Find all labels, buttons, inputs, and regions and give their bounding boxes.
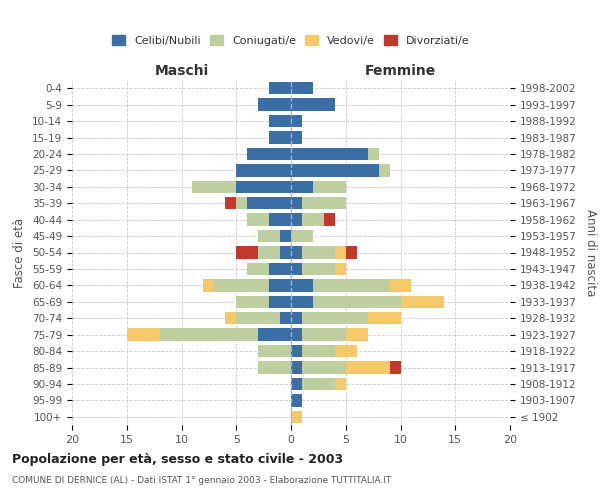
Bar (269, 115, 291, 127)
Bar (280, 312, 291, 324)
Bar (302, 312, 368, 324)
Bar (291, 345, 302, 357)
Bar (127, 328, 160, 341)
Bar (291, 98, 335, 111)
Legend: Celibi/Nubili, Coniugati/e, Vedovi/e, Divorziati/e: Celibi/Nubili, Coniugati/e, Vedovi/e, Di… (108, 30, 474, 50)
Bar (291, 180, 313, 193)
Bar (258, 328, 291, 341)
Bar (335, 345, 356, 357)
Bar (291, 246, 302, 258)
Bar (302, 345, 335, 357)
Bar (401, 296, 444, 308)
Bar (258, 98, 291, 111)
Bar (313, 279, 389, 291)
Bar (379, 164, 389, 176)
Bar (291, 362, 302, 374)
Bar (236, 246, 258, 258)
Bar (291, 214, 302, 226)
Bar (193, 180, 236, 193)
Bar (302, 328, 346, 341)
Bar (302, 263, 335, 275)
Bar (291, 296, 313, 308)
Bar (214, 279, 269, 291)
Bar (389, 279, 412, 291)
Bar (313, 296, 401, 308)
Bar (302, 378, 335, 390)
Bar (335, 263, 346, 275)
Bar (236, 312, 280, 324)
Bar (302, 214, 324, 226)
Bar (291, 82, 313, 94)
Text: Maschi: Maschi (154, 64, 209, 78)
Bar (160, 328, 258, 341)
Bar (291, 394, 302, 406)
Bar (226, 312, 236, 324)
Y-axis label: Fasce di età: Fasce di età (13, 218, 26, 288)
Bar (291, 263, 302, 275)
Bar (269, 82, 291, 94)
Bar (302, 197, 346, 209)
Bar (269, 279, 291, 291)
Bar (291, 197, 302, 209)
Bar (291, 312, 302, 324)
Bar (247, 148, 291, 160)
Text: COMUNE DI DERNICE (AL) - Dati ISTAT 1° gennaio 2003 - Elaborazione TUTTITALIA.IT: COMUNE DI DERNICE (AL) - Dati ISTAT 1° g… (12, 476, 391, 485)
Bar (258, 246, 280, 258)
Bar (258, 230, 280, 242)
Bar (280, 246, 291, 258)
Bar (346, 328, 368, 341)
Bar (258, 362, 291, 374)
Bar (236, 197, 247, 209)
Bar (291, 230, 313, 242)
Bar (269, 132, 291, 143)
Bar (269, 263, 291, 275)
Bar (269, 214, 291, 226)
Bar (389, 362, 401, 374)
Bar (236, 164, 291, 176)
Text: Femmine: Femmine (365, 64, 436, 78)
Bar (324, 214, 335, 226)
Bar (346, 362, 389, 374)
Bar (203, 279, 214, 291)
Bar (247, 263, 269, 275)
Y-axis label: Anni di nascita: Anni di nascita (584, 209, 598, 296)
Bar (247, 197, 291, 209)
Bar (258, 345, 291, 357)
Bar (291, 132, 302, 143)
Bar (335, 378, 346, 390)
Bar (346, 246, 356, 258)
Bar (291, 410, 302, 423)
Bar (291, 378, 302, 390)
Bar (291, 148, 368, 160)
Bar (368, 312, 401, 324)
Bar (269, 296, 291, 308)
Bar (291, 328, 302, 341)
Bar (291, 164, 379, 176)
Bar (291, 115, 302, 127)
Bar (335, 246, 346, 258)
Bar (302, 362, 346, 374)
Bar (236, 180, 291, 193)
Bar (236, 296, 269, 308)
Bar (226, 197, 236, 209)
Bar (280, 230, 291, 242)
Bar (291, 279, 313, 291)
Bar (302, 246, 335, 258)
Text: Popolazione per età, sesso e stato civile - 2003: Popolazione per età, sesso e stato civil… (12, 452, 343, 466)
Bar (368, 148, 379, 160)
Bar (313, 180, 346, 193)
Bar (247, 214, 269, 226)
